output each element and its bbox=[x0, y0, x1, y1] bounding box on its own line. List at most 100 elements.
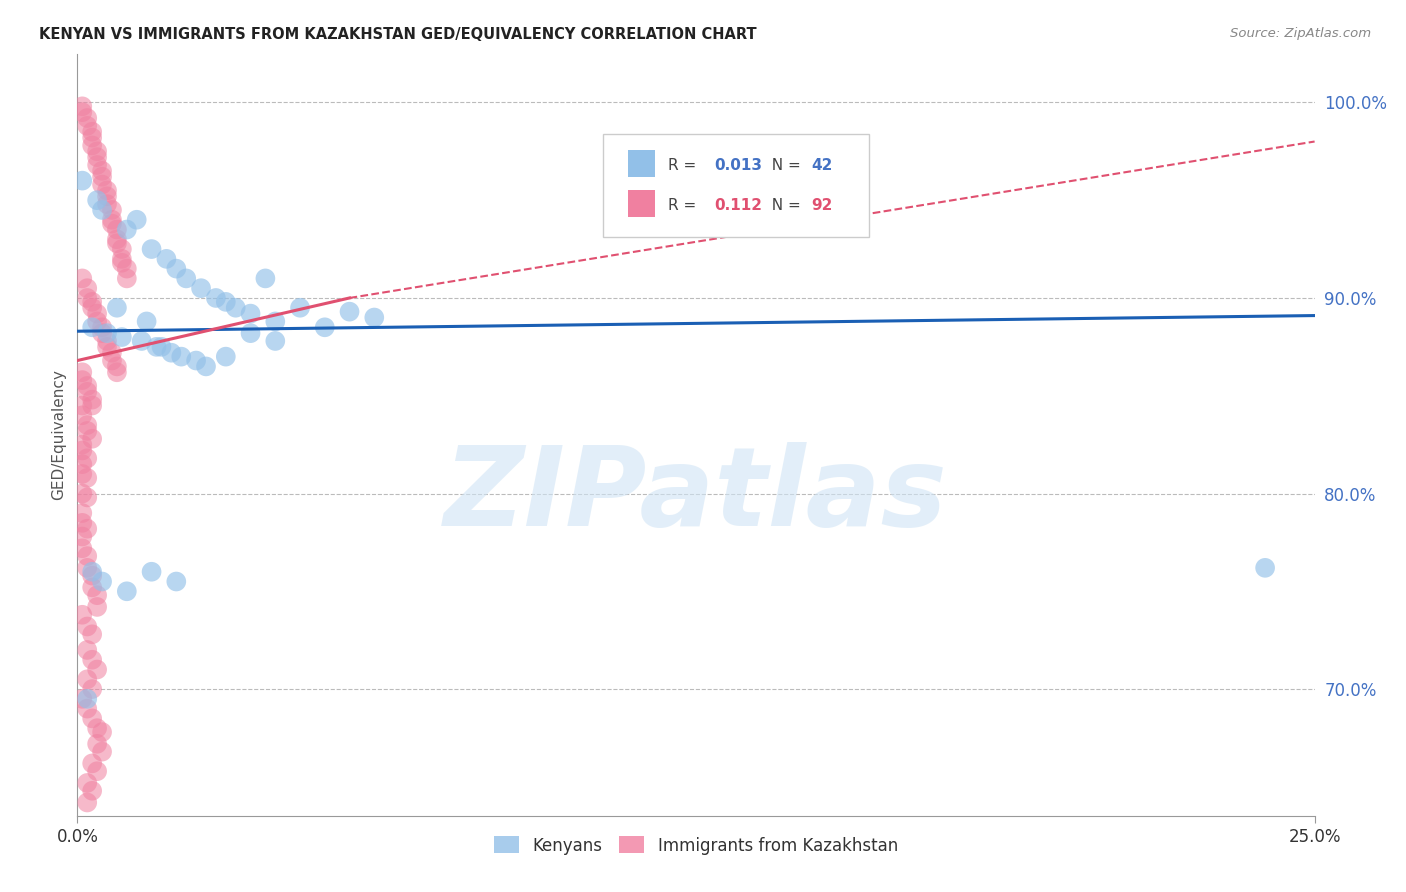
Point bbox=[72, 271, 94, 285]
Point bbox=[115, 584, 138, 599]
Point bbox=[72, 373, 94, 387]
Point bbox=[82, 627, 104, 641]
Point bbox=[82, 682, 104, 697]
Point bbox=[86, 150, 108, 164]
Point bbox=[131, 334, 153, 348]
Point bbox=[160, 345, 183, 359]
Point bbox=[91, 725, 114, 739]
Point bbox=[141, 242, 163, 256]
Point bbox=[101, 217, 124, 231]
Point bbox=[72, 516, 94, 530]
Point bbox=[111, 256, 134, 270]
Point bbox=[76, 451, 98, 466]
Point bbox=[76, 418, 98, 433]
Point bbox=[86, 145, 108, 159]
FancyBboxPatch shape bbox=[628, 190, 655, 218]
Point bbox=[76, 561, 98, 575]
Point bbox=[184, 353, 207, 368]
Point bbox=[76, 619, 98, 633]
Point bbox=[111, 252, 134, 266]
Point bbox=[76, 291, 98, 305]
Point bbox=[86, 588, 108, 602]
Point bbox=[76, 673, 98, 687]
Point bbox=[195, 359, 218, 374]
Point bbox=[225, 301, 247, 315]
Point bbox=[82, 711, 104, 725]
Point bbox=[76, 549, 98, 563]
Point bbox=[91, 574, 114, 589]
Point bbox=[105, 236, 128, 251]
Point bbox=[91, 326, 114, 341]
FancyBboxPatch shape bbox=[628, 150, 655, 177]
Point bbox=[72, 99, 94, 113]
Point bbox=[82, 125, 104, 139]
Point bbox=[105, 359, 128, 374]
Point bbox=[72, 457, 94, 471]
Point bbox=[205, 291, 228, 305]
Point bbox=[96, 189, 118, 203]
Point bbox=[72, 409, 94, 423]
Point bbox=[82, 301, 104, 315]
Point bbox=[91, 202, 114, 217]
Point bbox=[105, 365, 128, 379]
Point bbox=[115, 271, 138, 285]
Point bbox=[72, 467, 94, 481]
Point bbox=[76, 691, 98, 706]
Point bbox=[76, 384, 98, 399]
Point bbox=[363, 310, 385, 325]
Point bbox=[82, 653, 104, 667]
Point bbox=[82, 294, 104, 309]
Text: 92: 92 bbox=[811, 198, 832, 213]
Point bbox=[174, 271, 197, 285]
Point bbox=[91, 320, 114, 334]
Point bbox=[86, 314, 108, 328]
Point bbox=[239, 326, 262, 341]
Point bbox=[82, 130, 104, 145]
Point bbox=[115, 222, 138, 236]
Point bbox=[82, 432, 104, 446]
Point bbox=[86, 599, 108, 614]
Point bbox=[86, 193, 108, 207]
Text: R =: R = bbox=[668, 158, 700, 173]
Point bbox=[76, 701, 98, 715]
Point bbox=[101, 202, 124, 217]
Point bbox=[96, 326, 118, 341]
Point bbox=[72, 541, 94, 556]
Point bbox=[105, 232, 128, 246]
Point bbox=[150, 340, 173, 354]
Text: 0.013: 0.013 bbox=[714, 158, 762, 173]
FancyBboxPatch shape bbox=[603, 134, 869, 236]
Point bbox=[264, 334, 287, 348]
Point bbox=[339, 304, 361, 318]
Point bbox=[72, 437, 94, 451]
Point bbox=[105, 301, 128, 315]
Point bbox=[82, 568, 104, 582]
Point bbox=[215, 350, 238, 364]
Point bbox=[1254, 561, 1277, 575]
Text: N =: N = bbox=[762, 158, 806, 173]
Point bbox=[76, 796, 98, 810]
Point bbox=[96, 334, 118, 348]
Point bbox=[72, 607, 94, 622]
Text: R =: R = bbox=[668, 198, 706, 213]
Text: Source: ZipAtlas.com: Source: ZipAtlas.com bbox=[1230, 27, 1371, 40]
Point bbox=[215, 294, 238, 309]
Point bbox=[170, 350, 193, 364]
Point bbox=[72, 506, 94, 520]
Legend: Kenyans, Immigrants from Kazakhstan: Kenyans, Immigrants from Kazakhstan bbox=[488, 830, 904, 862]
Text: KENYAN VS IMMIGRANTS FROM KAZAKHSTAN GED/EQUIVALENCY CORRELATION CHART: KENYAN VS IMMIGRANTS FROM KAZAKHSTAN GED… bbox=[39, 27, 756, 42]
Text: N =: N = bbox=[762, 198, 806, 213]
Point bbox=[91, 169, 114, 184]
Point bbox=[239, 307, 262, 321]
Point bbox=[155, 252, 177, 266]
Point bbox=[76, 522, 98, 536]
Point bbox=[76, 471, 98, 485]
Point bbox=[111, 242, 134, 256]
Point bbox=[190, 281, 212, 295]
Point bbox=[72, 691, 94, 706]
Point bbox=[96, 183, 118, 197]
Point bbox=[72, 105, 94, 120]
Point bbox=[125, 212, 148, 227]
Point bbox=[76, 776, 98, 790]
Point bbox=[72, 399, 94, 413]
